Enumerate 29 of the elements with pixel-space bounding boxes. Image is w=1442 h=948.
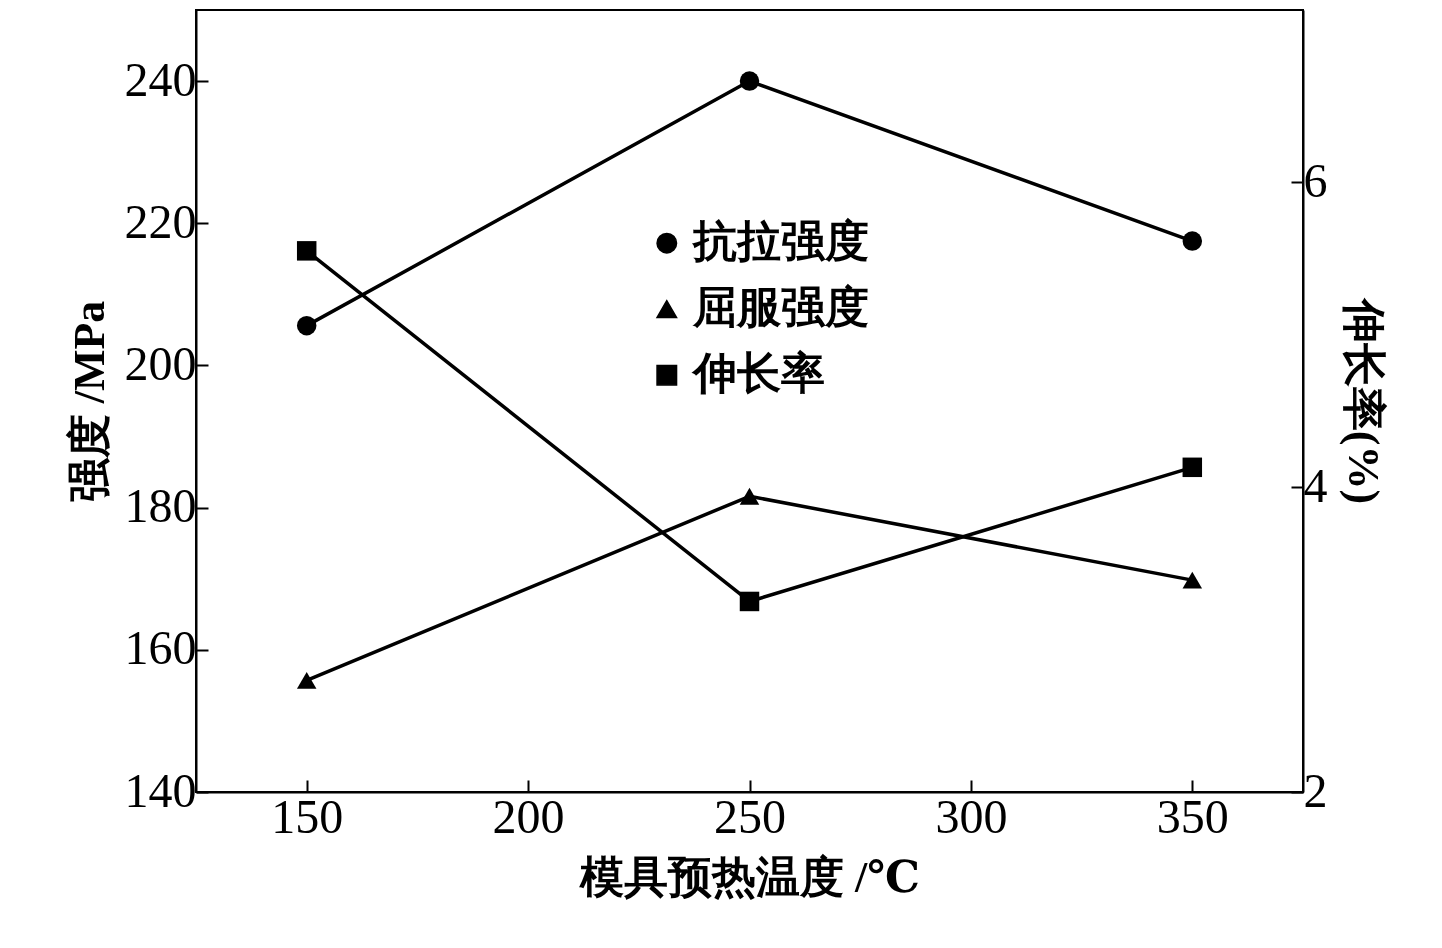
y-tick-label: 220	[124, 194, 197, 248]
point	[1182, 231, 1203, 251]
x-tick-label: 300	[935, 789, 1008, 843]
legend-label: 伸长率	[690, 349, 825, 399]
x-axis-title: 模具预热温度 /℃	[579, 852, 920, 902]
y2-tick-label: 2	[1303, 763, 1328, 817]
y2-axis-title: 伸长率(%)	[1338, 296, 1388, 505]
point	[296, 315, 317, 336]
point	[296, 241, 317, 261]
x-tick-label: 250	[714, 789, 786, 843]
y-tick-label: 160	[124, 621, 197, 675]
y-axis-title: 强度 /MPa	[64, 300, 114, 503]
y-tick-label: 140	[124, 763, 197, 817]
point	[1182, 457, 1203, 478]
y-tick-label: 240	[124, 52, 197, 106]
point	[739, 487, 760, 505]
y-tick-label: 200	[124, 336, 197, 390]
legend-label: 抗拉强度	[690, 217, 869, 267]
point	[739, 71, 760, 91]
point	[296, 671, 317, 689]
x-tick-label: 150	[271, 789, 344, 843]
point	[739, 591, 760, 612]
legend-label: 屈服强度	[691, 283, 869, 333]
x-tick-label: 350	[1156, 789, 1229, 843]
x-tick-label: 200	[492, 789, 565, 843]
point	[1182, 571, 1203, 589]
y-tick-label: 180	[124, 479, 197, 533]
y2-tick-label: 6	[1303, 153, 1328, 207]
y2-tick-label: 4	[1303, 458, 1328, 512]
